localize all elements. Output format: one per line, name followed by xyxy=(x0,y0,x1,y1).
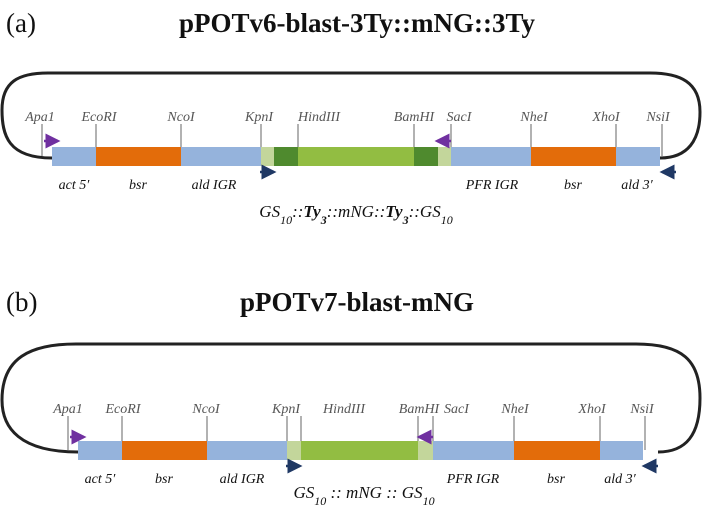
panel-letter: (b) xyxy=(6,287,37,317)
gs-right-block xyxy=(418,441,433,460)
site-label-xhoi: XhoI xyxy=(577,402,607,417)
site-label-ncoi: NcoI xyxy=(191,402,221,417)
site-label-nhei: NheI xyxy=(519,110,549,125)
ald3-block xyxy=(616,147,660,166)
ald3-block xyxy=(600,441,643,460)
site-label-hindiii: HindIII xyxy=(297,110,341,125)
site-label-apa1: Apa1 xyxy=(52,402,83,417)
site-label-nhei: NheI xyxy=(500,402,530,417)
gs-right-block xyxy=(438,147,451,166)
bsr-block xyxy=(96,147,181,166)
plasmid-backbone xyxy=(0,342,702,454)
region-label-ald3: ald 3′ xyxy=(604,472,636,487)
site-label-apa1: Apa1 xyxy=(24,110,55,125)
site-labels: Apa1 EcoRI NcoI KpnI HindIII BamHI SacI … xyxy=(24,110,671,125)
site-label-ncoi: NcoI xyxy=(166,110,196,125)
region-labels: act 5′ bsr ald IGR PFR IGR bsr ald 3′ xyxy=(85,472,637,487)
act5-block xyxy=(52,147,96,166)
ty-right-block xyxy=(414,147,438,166)
pfr-igr-block xyxy=(451,147,531,166)
site-label-kpni: KpnI xyxy=(244,110,274,125)
bsr-block-2 xyxy=(514,441,600,460)
bsr-block-2 xyxy=(531,147,616,166)
mng-block xyxy=(301,441,418,460)
insert-blocks xyxy=(78,441,643,460)
ald-igr-block xyxy=(207,441,287,460)
panel-letter: (a) xyxy=(6,8,36,38)
site-labels: Apa1 EcoRI NcoI KpnI HindIII BamHI SacI … xyxy=(52,402,655,417)
region-label-bsr: bsr xyxy=(129,178,147,193)
region-label-ald-igr: ald IGR xyxy=(192,178,237,193)
region-label-act5: act 5′ xyxy=(85,472,117,487)
plasmid-title: pPOTv7-blast-mNG xyxy=(240,287,474,317)
site-lines xyxy=(41,124,663,156)
plasmid-backbone xyxy=(0,71,702,160)
gs-left-block xyxy=(287,441,301,460)
site-label-saci: SacI xyxy=(447,110,473,125)
region-label-ald3: ald 3′ xyxy=(621,178,653,193)
site-label-nsii: NsiI xyxy=(645,110,671,125)
panel-a: (a) pPOTv6-blast-3Ty::mNG::3Ty xyxy=(0,8,702,227)
site-label-bamhi: BamHI xyxy=(399,402,441,417)
ty-left-block xyxy=(274,147,298,166)
tag-construct-label: GS10::Ty3::mNG::Ty3::GS10 xyxy=(259,202,452,227)
site-label-xhoi: XhoI xyxy=(591,110,621,125)
pfr-igr-block xyxy=(433,441,514,460)
region-label-bsr: bsr xyxy=(155,472,173,487)
mng-block xyxy=(298,147,414,166)
site-label-ecori: EcoRI xyxy=(81,110,118,125)
bsr-block xyxy=(122,441,207,460)
panel-b: (b) pPOTv7-blast-mNG xyxy=(0,287,702,506)
act5-block xyxy=(78,441,122,460)
site-label-saci: SacI xyxy=(444,402,470,417)
site-label-kpni: KpnI xyxy=(271,402,301,417)
gs-left-block xyxy=(261,147,274,166)
plasmid-title: pPOTv6-blast-3Ty::mNG::3Ty xyxy=(179,8,535,38)
site-label-hindiii: HindIII xyxy=(322,402,366,417)
tag-construct-label: GS10 :: mNG :: GS10 xyxy=(293,483,434,506)
site-label-bamhi: BamHI xyxy=(394,110,436,125)
region-labels: act 5′ bsr ald IGR PFR IGR bsr ald 3′ xyxy=(59,178,654,193)
region-label-pfr-igr: PFR IGR xyxy=(465,178,519,193)
insert-blocks xyxy=(52,147,660,166)
site-label-ecori: EcoRI xyxy=(105,402,142,417)
ald-igr-block xyxy=(181,147,261,166)
region-label-pfr-igr: PFR IGR xyxy=(446,472,500,487)
region-label-act5: act 5′ xyxy=(59,178,91,193)
region-label-bsr-2: bsr xyxy=(547,472,565,487)
region-label-bsr-2: bsr xyxy=(564,178,582,193)
site-label-nsii: NsiI xyxy=(629,402,655,417)
region-label-ald-igr: ald IGR xyxy=(220,472,265,487)
